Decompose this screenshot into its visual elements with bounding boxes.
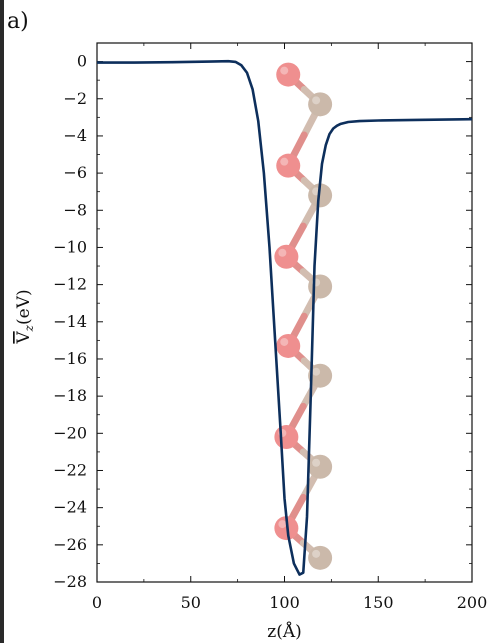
x-axis-label: z(Å) [267,621,302,642]
plot-area: 0 −2 −4 −6 −8 −10 −12 −14 −16 −18 −20 −22 −24 −26 −28 0… [14,42,488,642]
y-tick-label: −22 [53,460,87,479]
atom-pink [274,244,299,269]
atom-tan [308,274,333,299]
y-tick-label: 0 [77,52,87,71]
x-tick-label: 150 [363,593,394,612]
y-tick-label: −8 [63,200,87,219]
x-tick-label: 100 [269,593,300,612]
atom-pink-highlight [280,66,289,75]
y-tick-label: −18 [53,386,87,405]
atom-tan [308,92,333,117]
atom-tan-highlight [312,367,321,376]
atom-tan [308,454,333,479]
atom-tan [308,183,333,208]
x-tick-label: 50 [181,593,201,612]
x-tick-label: 200 [457,593,488,612]
y-tick-label: −20 [53,423,87,442]
left-border-strip [0,0,4,643]
y-axis-label-subscript: z [22,324,36,332]
y-tick-label: −24 [53,498,87,517]
atom-pink-highlight [278,248,287,257]
y-tick-label: −12 [53,275,87,294]
atom-tan-highlight [312,458,321,467]
atom-pink [274,425,299,450]
y-axis-label: Vz(eV) [14,289,36,344]
y-tick-label: −28 [53,572,87,591]
x-tick-label: 0 [92,593,102,612]
atom-pink-highlight [280,337,289,346]
panel-label: a) [7,9,29,34]
y-tick-label: −4 [63,126,87,145]
atom-pink-highlight [278,520,287,529]
atom-pink [276,153,301,178]
atom-tan-highlight [312,549,321,558]
atom-tan [308,363,333,388]
y-tick-label: −16 [53,349,87,368]
atom-pink [276,333,301,358]
y-tick-label: −6 [63,163,87,182]
y-axis-label-unit: (eV) [14,289,34,325]
series-line-0 [97,59,473,576]
y-tick-label: −14 [53,312,87,331]
y-axis-label-symbol: V [14,331,34,345]
y-tick-label: −26 [53,535,87,554]
y-tick-label: −2 [63,89,87,108]
y-tick-label: −10 [53,237,87,256]
atom-pink [276,62,301,87]
atom-tan-highlight [312,96,321,105]
atom-pink-highlight [280,157,289,166]
atom-tan [308,545,333,570]
